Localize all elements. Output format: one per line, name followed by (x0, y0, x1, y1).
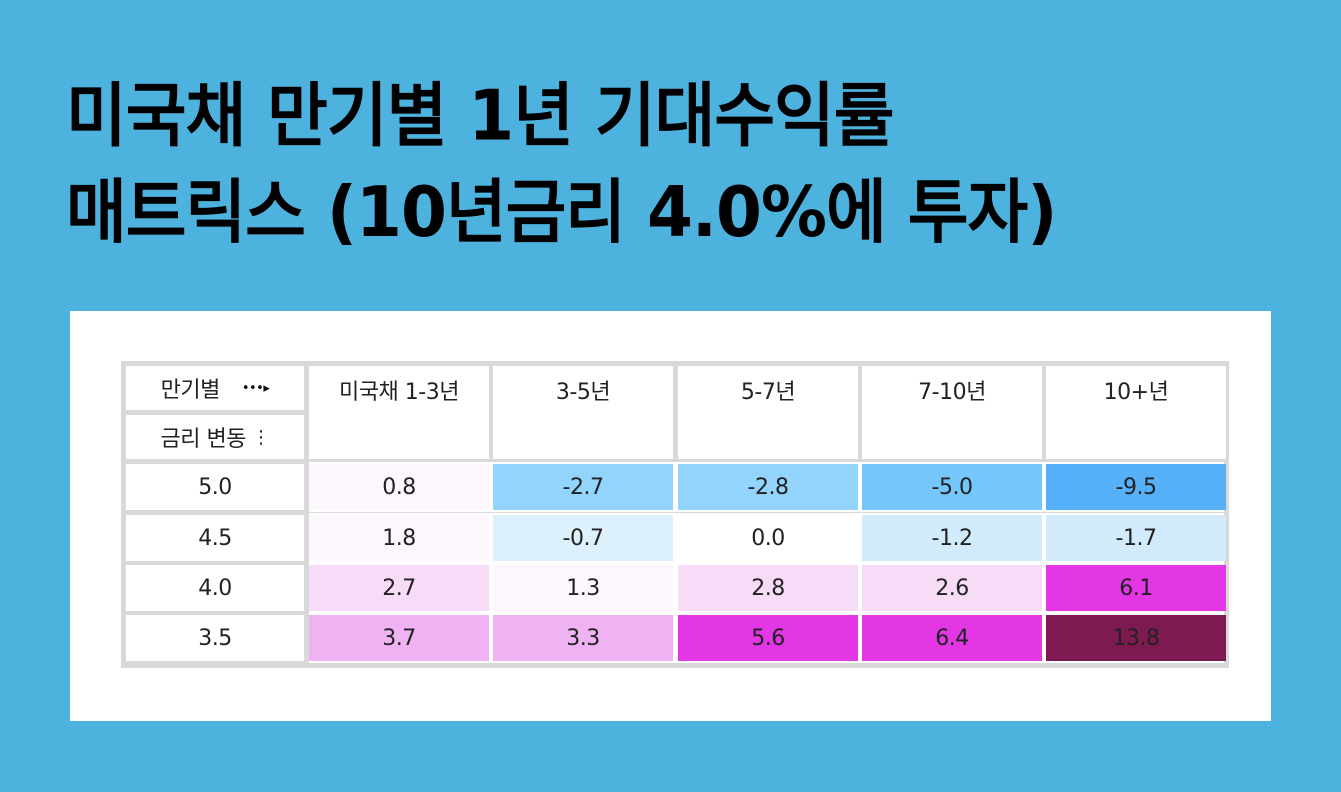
heatmap-cell: -0.7 (493, 515, 673, 561)
page-title: 미국채 만기별 1년 기대수익률 매트릭스 (10년금리 4.0%에 투자) (66, 68, 1057, 261)
heatmap-cell: -2.7 (493, 464, 673, 510)
cell-value: 2.8 (751, 575, 785, 601)
cell-value: 13.8 (1112, 625, 1160, 651)
column-header: 10+년 (1046, 366, 1226, 459)
cell-value: 3.3 (566, 625, 600, 651)
heatmap-cell: 2.6 (862, 565, 1042, 611)
cell-value: 0.0 (751, 525, 785, 551)
cell-value: -1.7 (1115, 525, 1157, 551)
heatmap-cell: 2.8 (678, 565, 858, 611)
column-header: 5-7년 (678, 366, 858, 459)
row-header-rate: 3.5 (126, 615, 304, 661)
cell-value: -5.0 (931, 474, 973, 500)
column-header-label: 7-10년 (918, 380, 986, 405)
cell-value: 6.1 (1119, 575, 1153, 601)
cell-value: -9.5 (1115, 474, 1157, 500)
heatmap-cell: 2.7 (309, 565, 489, 611)
heatmap-cell: -2.8 (678, 464, 858, 510)
cell-value: 5.6 (751, 625, 785, 651)
heatmap-cell: 0.0 (678, 515, 858, 561)
heatmap-cell: 13.8 (1046, 615, 1226, 661)
row-header-rate: 5.0 (126, 464, 304, 510)
column-header-label: 3-5년 (555, 380, 611, 405)
cell-value: -1.2 (931, 525, 973, 551)
title-line-2: 매트릭스 (10년금리 4.0%에 투자) (66, 171, 1057, 253)
heatmap-cell: 1.3 (493, 565, 673, 611)
cell-value: -2.8 (747, 474, 789, 500)
heatmap-cell: 3.7 (309, 615, 489, 661)
column-header-label: 5-7년 (740, 380, 796, 405)
column-header-label: 10+년 (1103, 380, 1169, 405)
heatmap-cell: 6.4 (862, 615, 1042, 661)
rate-label: 3.5 (198, 625, 232, 651)
corner-header-rate-change: 금리 변동 ⋮ (126, 415, 304, 459)
title-line-1: 미국채 만기별 1년 기대수익률 (66, 75, 895, 157)
corner-header-maturity: 만기별 •••▸ (126, 366, 304, 410)
cell-value: 1.3 (566, 575, 600, 601)
cell-value: -2.7 (562, 474, 604, 500)
column-header: 3-5년 (493, 366, 673, 459)
rate-label: 4.5 (198, 525, 232, 551)
corner-top-label: 만기별 (160, 378, 221, 403)
heatmap-cell: -5.0 (862, 464, 1042, 510)
cell-value: 6.4 (935, 625, 969, 651)
column-header: 미국채 1-3년 (309, 366, 489, 459)
cell-value: 2.7 (382, 575, 416, 601)
rate-label: 5.0 (198, 474, 232, 500)
dotted-down-arrow-icon: ⋮ (251, 426, 270, 448)
cell-value: 3.7 (382, 625, 416, 651)
row-header-rate: 4.5 (126, 515, 304, 561)
heatmap-cell: -1.7 (1046, 515, 1226, 561)
cell-value: 0.8 (382, 474, 416, 500)
heatmap-cell: 3.3 (493, 615, 673, 661)
corner-bottom-label: 금리 변동 (160, 427, 247, 452)
column-header: 7-10년 (862, 366, 1042, 459)
chart-panel: 만기별 •••▸ 금리 변동 ⋮ 미국채 1-3년 3-5년 5-7년 7-10년 10… (70, 311, 1271, 721)
cell-value: 1.8 (382, 525, 416, 551)
heatmap-cell: -9.5 (1046, 464, 1226, 510)
heatmap-cell: 6.1 (1046, 565, 1226, 611)
rate-label: 4.0 (198, 575, 232, 601)
heatmap-cell: 1.8 (309, 515, 489, 561)
cell-value: 2.6 (935, 575, 969, 601)
column-header-label: 미국채 1-3년 (339, 380, 459, 405)
row-header-rate: 4.0 (126, 565, 304, 611)
heatmap-cell: 5.6 (678, 615, 858, 661)
heatmap-table: 만기별 •••▸ 금리 변동 ⋮ 미국채 1-3년 3-5년 5-7년 7-10년 10… (121, 361, 1229, 668)
dotted-right-arrow-icon: •••▸ (241, 380, 270, 396)
heatmap-cell: -1.2 (862, 515, 1042, 561)
cell-value: -0.7 (562, 525, 604, 551)
heatmap-cell: 0.8 (309, 464, 489, 510)
